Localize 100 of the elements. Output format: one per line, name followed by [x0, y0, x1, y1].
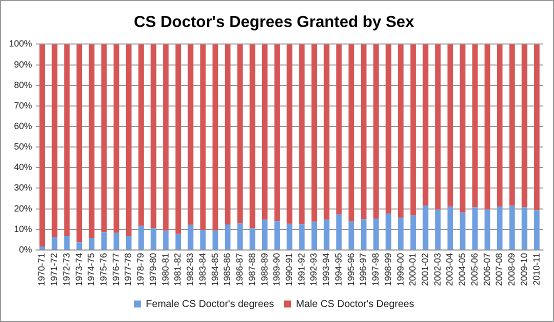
bar [224, 44, 230, 224]
x-tick-label: 1988-89 [259, 252, 270, 286]
bar [150, 228, 156, 250]
bar [509, 44, 515, 206]
bar [435, 44, 441, 210]
x-tick-label: 2010-11 [531, 252, 542, 286]
x-tick-label: 2004-05 [457, 252, 468, 286]
y-tick-label: 60% [14, 120, 32, 131]
x-tick-label: 2008-09 [506, 252, 517, 286]
x-tick-label: 1979-80 [148, 252, 158, 286]
x-tick-label: 1973-74 [74, 252, 84, 286]
bar [286, 224, 292, 250]
bar [88, 44, 94, 238]
bar [163, 44, 169, 231]
bar [460, 212, 466, 250]
bar [422, 206, 428, 250]
y-tick-label: 40% [14, 162, 32, 172]
bar [250, 44, 256, 228]
bar [224, 224, 230, 250]
bar [522, 207, 528, 250]
x-tick-label: 2003-04 [444, 252, 455, 286]
bar [274, 44, 280, 222]
y-tick-label: 0% [19, 244, 32, 254]
bar [447, 44, 454, 207]
bar [299, 224, 305, 250]
x-tick-label: 1974-75 [86, 252, 96, 286]
bar [324, 44, 330, 220]
x-tick-label: 1989-90 [272, 252, 282, 286]
x-tick-label: 1992-93 [308, 252, 319, 286]
bar [150, 44, 156, 228]
bar [348, 221, 354, 250]
x-tick-label: 1986-87 [234, 252, 245, 286]
bar [76, 44, 82, 242]
bar [386, 214, 392, 250]
x-tick-label: 1981-82 [172, 252, 183, 286]
bar [472, 44, 478, 208]
x-tick-label: 1972-73 [61, 252, 72, 286]
bar [534, 210, 540, 250]
x-tick-label: 2009-10 [518, 252, 529, 286]
bar [76, 242, 82, 250]
bar [114, 44, 120, 233]
x-tick-label: 1983-84 [197, 252, 208, 286]
bar [188, 224, 194, 250]
y-tick-label: 100% [8, 38, 32, 49]
x-tick-label: 1993-94 [321, 252, 332, 286]
bar [447, 206, 454, 250]
x-tick-label: 1997-98 [370, 252, 381, 286]
x-tick-label: 2007-08 [494, 252, 504, 286]
x-tick-label: 1999-00 [395, 252, 406, 286]
x-tick-label: 1994-95 [333, 252, 344, 286]
x-tick-label: 2006-07 [482, 252, 492, 286]
bar [52, 237, 58, 250]
x-tick-label: 1982-83 [185, 252, 196, 286]
x-tick-label: 1995-96 [346, 252, 356, 286]
y-tick-label: 80% [14, 80, 32, 90]
bar [509, 206, 515, 250]
bar [39, 246, 45, 250]
x-tick-label: 1980-81 [160, 252, 170, 286]
bar [138, 44, 144, 226]
bar [422, 44, 428, 206]
bar [237, 44, 243, 224]
bar [336, 214, 342, 250]
bar [114, 232, 120, 250]
x-tick-label: 1996-97 [358, 252, 368, 286]
bar [101, 44, 107, 232]
x-tick-label: 1977-78 [123, 252, 134, 286]
y-tick-label: 20% [14, 203, 32, 214]
bar [299, 44, 305, 224]
bar [311, 222, 318, 250]
bar [262, 44, 268, 220]
bar [163, 230, 169, 250]
bar [348, 44, 354, 222]
bar [484, 44, 490, 210]
bar [410, 215, 416, 250]
bar [484, 210, 490, 250]
bar [262, 220, 268, 250]
y-tick-label: 30% [14, 182, 32, 193]
bar [64, 236, 70, 250]
bar [175, 234, 182, 250]
bar [101, 232, 107, 250]
legend-label: Female CS Doctor's degrees [146, 298, 274, 310]
bar [534, 44, 540, 210]
x-tick-label: 1976-77 [110, 252, 121, 286]
bar [39, 44, 45, 246]
x-tick-label: 1985-86 [222, 252, 232, 286]
bar [522, 44, 528, 208]
bar [324, 220, 330, 250]
x-tick-label: 1970-71 [36, 252, 47, 286]
bar [496, 206, 503, 250]
x-tick-label: 1984-85 [210, 252, 220, 286]
x-tick-label: 1990-91 [284, 252, 294, 286]
x-tick-label: 2002-03 [432, 252, 442, 286]
bar [274, 221, 280, 250]
legend-label: Male CS Doctor's Degrees [296, 298, 414, 310]
x-tick-label: 2005-06 [469, 252, 480, 286]
bar [200, 44, 206, 230]
bar [398, 217, 404, 250]
bar [88, 238, 94, 250]
bar [460, 44, 466, 212]
bar [126, 236, 132, 250]
